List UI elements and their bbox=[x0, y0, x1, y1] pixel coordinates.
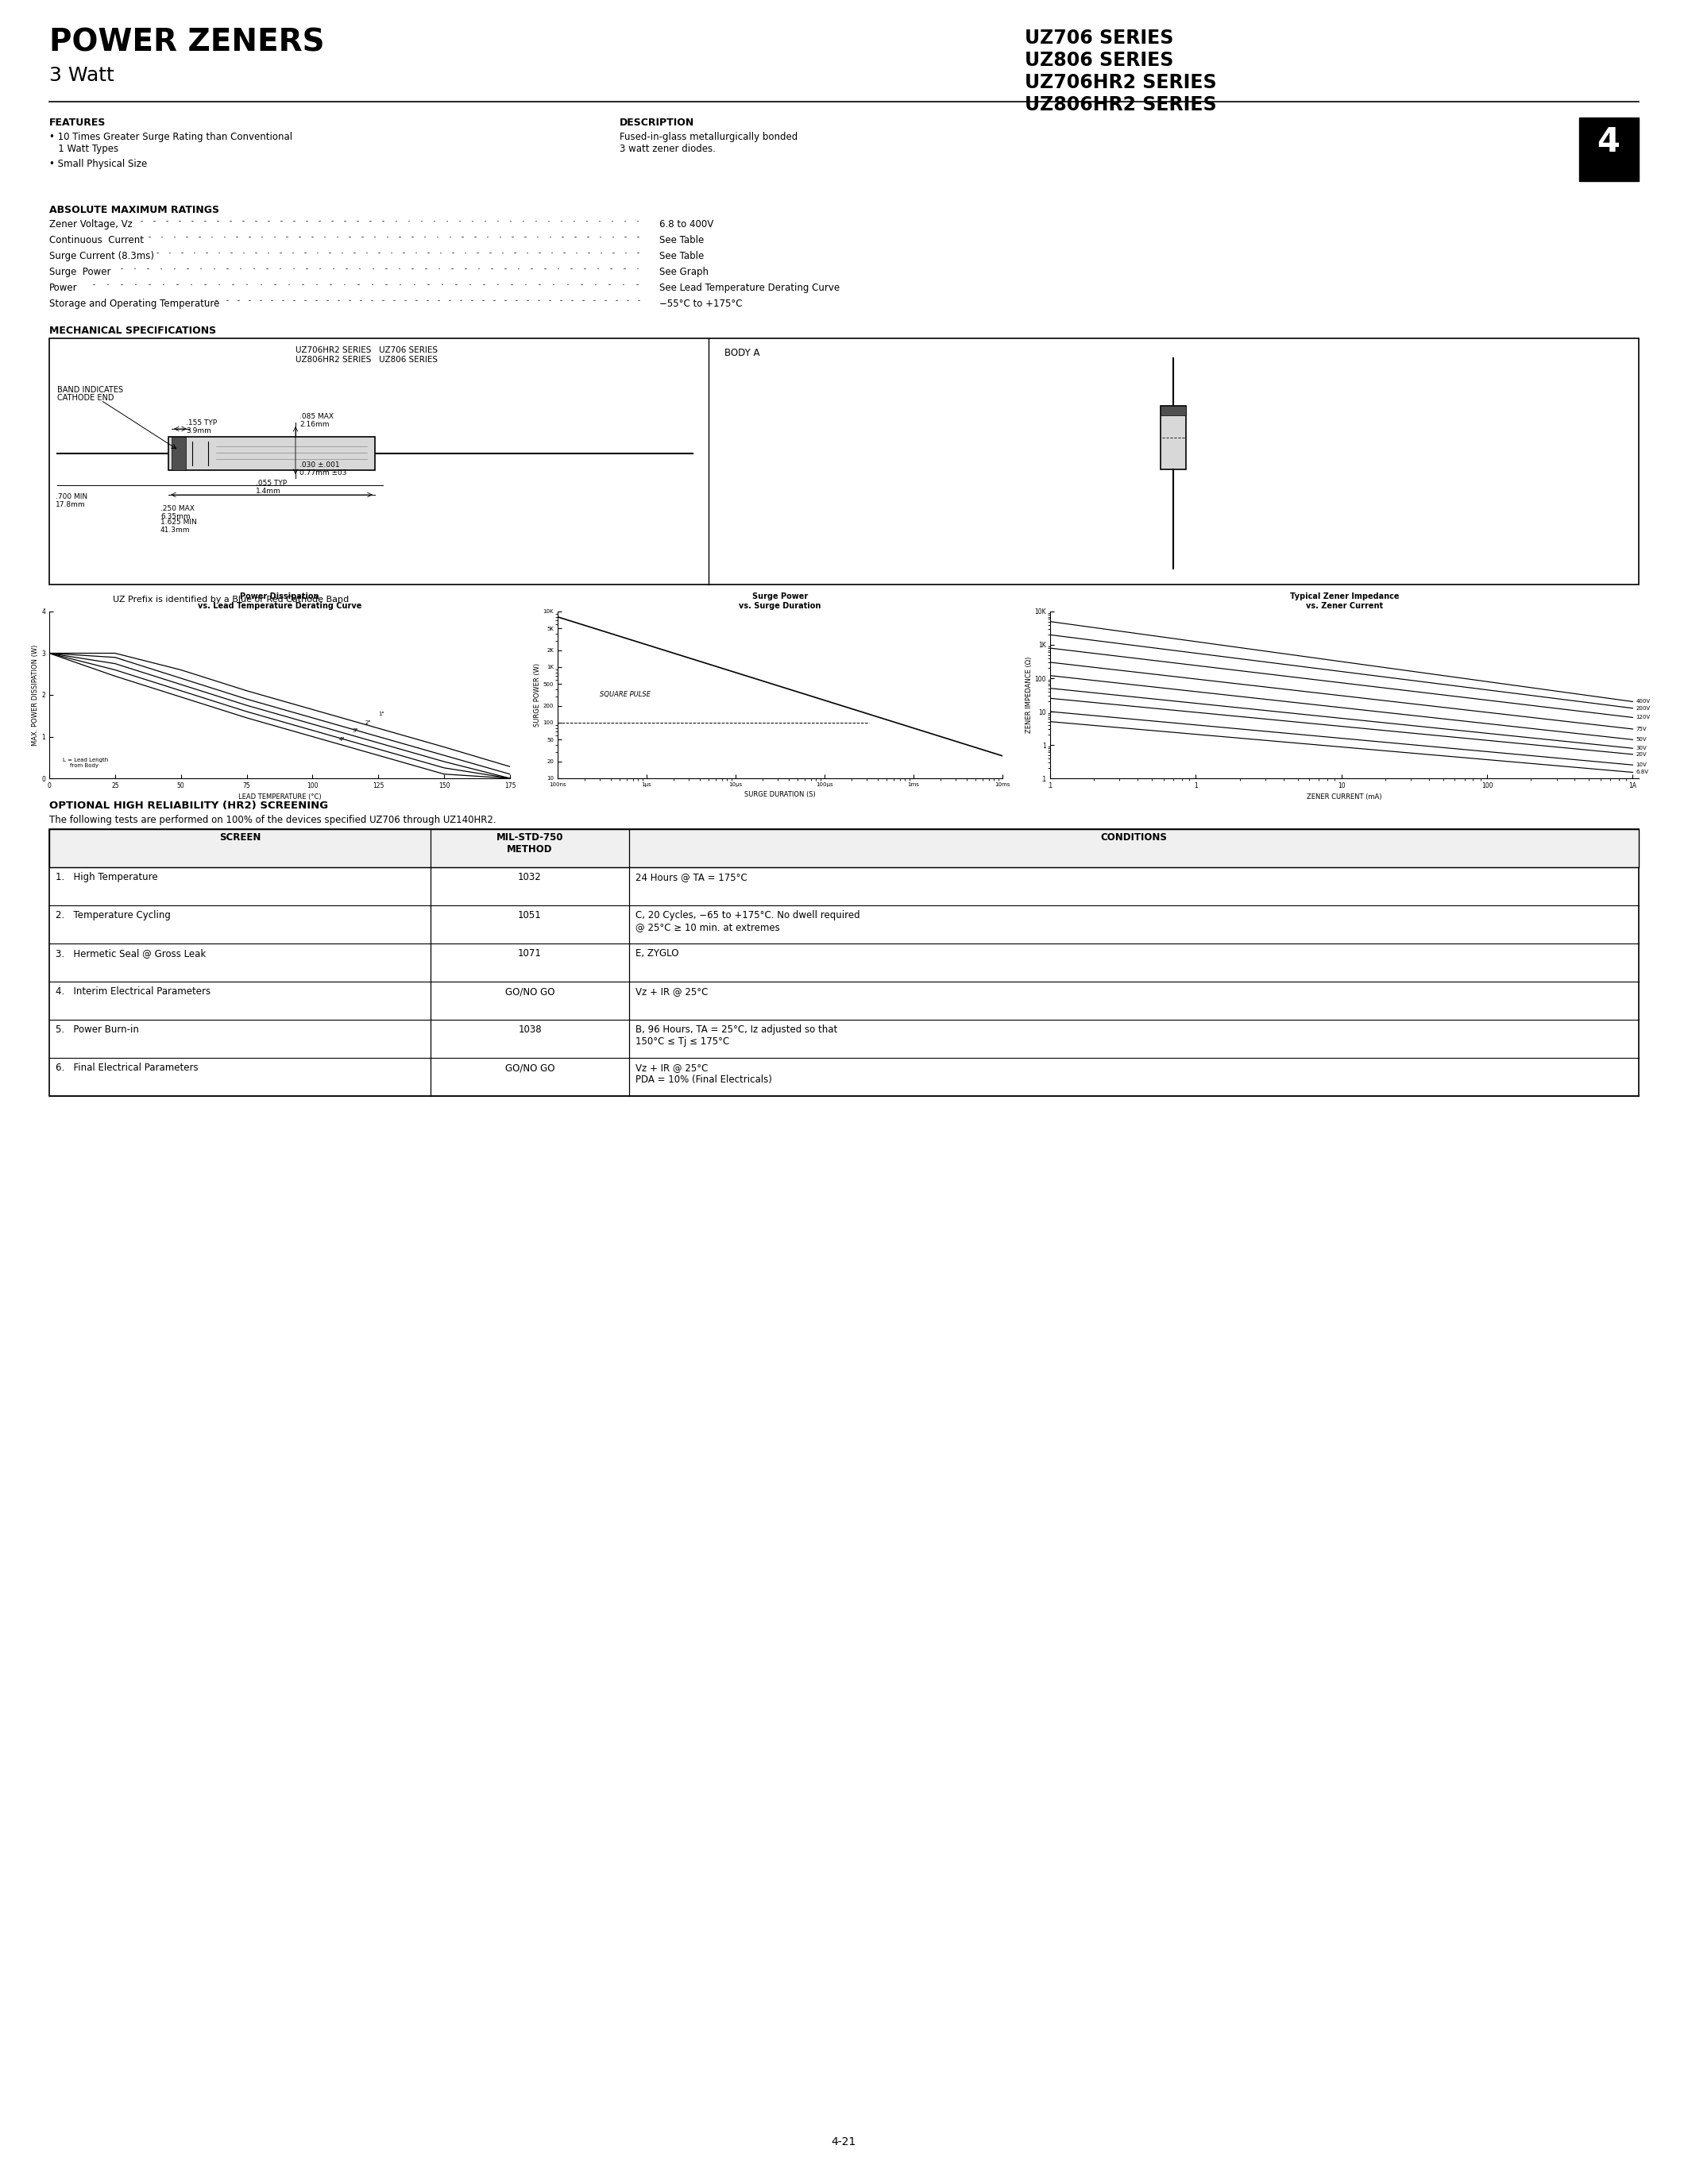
Text: MIL-STD-750
METHOD: MIL-STD-750 METHOD bbox=[496, 832, 564, 854]
Text: 6.8V: 6.8V bbox=[1636, 771, 1649, 775]
Bar bbox=[172, 437, 186, 470]
Text: 4-21: 4-21 bbox=[830, 2136, 856, 2147]
Y-axis label: MAX. POWER DISSIPATION (W): MAX. POWER DISSIPATION (W) bbox=[32, 644, 39, 745]
Text: 1071: 1071 bbox=[518, 948, 542, 959]
Text: 6.   Final Electrical Parameters: 6. Final Electrical Parameters bbox=[56, 1064, 197, 1072]
Text: 75V: 75V bbox=[1636, 727, 1646, 732]
Title: Surge Power
vs. Surge Duration: Surge Power vs. Surge Duration bbox=[739, 592, 820, 609]
Title: Power Dissipation
vs. Lead Temperature Derating Curve: Power Dissipation vs. Lead Temperature D… bbox=[197, 592, 361, 609]
Bar bbox=[49, 339, 1639, 585]
X-axis label: LEAD TEMPERATURE (°C): LEAD TEMPERATURE (°C) bbox=[238, 793, 321, 802]
Text: GO/NO GO: GO/NO GO bbox=[505, 1064, 555, 1072]
Text: 4.   Interim Electrical Parameters: 4. Interim Electrical Parameters bbox=[56, 987, 211, 996]
Text: Power: Power bbox=[49, 282, 78, 293]
Text: • 10 Times Greater Surge Rating than Conventional
   1 Watt Types: • 10 Times Greater Surge Rating than Con… bbox=[49, 131, 292, 155]
Bar bbox=[1161, 406, 1187, 470]
Text: OPTIONAL HIGH RELIABILITY (HR2) SCREENING: OPTIONAL HIGH RELIABILITY (HR2) SCREENIN… bbox=[49, 802, 327, 810]
Text: See Table: See Table bbox=[660, 251, 704, 262]
Text: DESCRIPTION: DESCRIPTION bbox=[619, 118, 694, 129]
Text: 10V: 10V bbox=[1636, 762, 1647, 767]
Text: 1038: 1038 bbox=[518, 1024, 542, 1035]
Text: B, 96 Hours, TA = 25°C, Iz adjusted so that
150°C ≤ Tj ≤ 175°C: B, 96 Hours, TA = 25°C, Iz adjusted so t… bbox=[635, 1024, 837, 1046]
Text: Continuous  Current: Continuous Current bbox=[49, 236, 143, 245]
Text: 2.   Temperature Cycling: 2. Temperature Cycling bbox=[56, 911, 170, 919]
Text: UZ806 SERIES: UZ806 SERIES bbox=[1025, 50, 1173, 70]
Text: .030 ±.001
0.77mm ±03: .030 ±.001 0.77mm ±03 bbox=[299, 461, 346, 476]
Text: .155 TYP
3.9mm: .155 TYP 3.9mm bbox=[186, 419, 218, 435]
Text: L = Lead Length
    from Body: L = Lead Length from Body bbox=[62, 758, 108, 769]
Text: CATHODE END: CATHODE END bbox=[57, 393, 115, 402]
Text: See Lead Temperature Derating Curve: See Lead Temperature Derating Curve bbox=[660, 282, 839, 293]
Text: UZ Prefix is identified by a Blue or Red Cathode Band: UZ Prefix is identified by a Blue or Red… bbox=[113, 596, 349, 603]
Text: .250 MAX
6.35mm: .250 MAX 6.35mm bbox=[160, 505, 194, 520]
Text: Storage and Operating Temperature: Storage and Operating Temperature bbox=[49, 299, 219, 308]
Text: 24 Hours @ TA = 175°C: 24 Hours @ TA = 175°C bbox=[635, 871, 748, 882]
X-axis label: ZENER CURRENT (mA): ZENER CURRENT (mA) bbox=[1307, 793, 1382, 802]
Text: 1.   High Temperature: 1. High Temperature bbox=[56, 871, 157, 882]
Text: E, ZYGLO: E, ZYGLO bbox=[635, 948, 679, 959]
Text: −55°C to +175°C: −55°C to +175°C bbox=[660, 299, 743, 308]
Text: SCREEN: SCREEN bbox=[219, 832, 260, 843]
Text: Vz + IR @ 25°C: Vz + IR @ 25°C bbox=[635, 987, 707, 996]
Text: UZ806HR2 SERIES: UZ806HR2 SERIES bbox=[1025, 96, 1217, 114]
Text: Vz + IR @ 25°C
PDA = 10% (Final Electricals): Vz + IR @ 25°C PDA = 10% (Final Electric… bbox=[635, 1064, 771, 1085]
Text: ABSOLUTE MAXIMUM RATINGS: ABSOLUTE MAXIMUM RATINGS bbox=[49, 205, 219, 216]
Text: The following tests are performed on 100% of the devices specified UZ706 through: The following tests are performed on 100… bbox=[49, 815, 496, 826]
Text: Zener Voltage, Vz: Zener Voltage, Vz bbox=[49, 218, 133, 229]
Bar bbox=[49, 830, 1639, 867]
Text: 200V: 200V bbox=[1636, 705, 1651, 710]
Text: 2": 2" bbox=[365, 721, 371, 725]
X-axis label: SURGE DURATION (S): SURGE DURATION (S) bbox=[744, 791, 815, 799]
Text: POWER ZENERS: POWER ZENERS bbox=[49, 26, 324, 57]
Text: 3 Watt: 3 Watt bbox=[49, 66, 115, 85]
Y-axis label: SURGE POWER (W): SURGE POWER (W) bbox=[533, 664, 540, 727]
Text: 4": 4" bbox=[339, 736, 344, 743]
Text: CONDITIONS: CONDITIONS bbox=[1101, 832, 1166, 843]
Text: UZ706 SERIES: UZ706 SERIES bbox=[1025, 28, 1173, 48]
Text: 5.   Power Burn-in: 5. Power Burn-in bbox=[56, 1024, 138, 1035]
Text: 3": 3" bbox=[353, 729, 358, 734]
Text: UZ706HR2 SERIES   UZ706 SERIES: UZ706HR2 SERIES UZ706 SERIES bbox=[295, 347, 437, 354]
Text: Fused-in-glass metallurgically bonded
3 watt zener diodes.: Fused-in-glass metallurgically bonded 3 … bbox=[619, 131, 798, 155]
Bar bbox=[49, 830, 1639, 1096]
Text: MECHANICAL SPECIFICATIONS: MECHANICAL SPECIFICATIONS bbox=[49, 325, 216, 336]
Text: 20V: 20V bbox=[1636, 751, 1646, 756]
Text: • Small Physical Size: • Small Physical Size bbox=[49, 159, 147, 168]
Bar bbox=[1161, 406, 1187, 415]
Text: 1032: 1032 bbox=[518, 871, 542, 882]
Text: 1051: 1051 bbox=[518, 911, 542, 919]
Text: .700 MIN
17.8mm: .700 MIN 17.8mm bbox=[56, 494, 88, 509]
Text: 4: 4 bbox=[1597, 124, 1620, 159]
Bar bbox=[169, 437, 375, 470]
Text: Surge Current (8.3ms): Surge Current (8.3ms) bbox=[49, 251, 154, 262]
Text: 6.8 to 400V: 6.8 to 400V bbox=[660, 218, 714, 229]
Text: See Table: See Table bbox=[660, 236, 704, 245]
Title: Typical Zener Impedance
vs. Zener Current: Typical Zener Impedance vs. Zener Curren… bbox=[1290, 592, 1399, 609]
Text: GO/NO GO: GO/NO GO bbox=[505, 987, 555, 996]
Bar bbox=[1580, 118, 1639, 181]
Text: Surge  Power: Surge Power bbox=[49, 266, 111, 277]
Text: 1": 1" bbox=[378, 712, 385, 716]
Text: 120V: 120V bbox=[1636, 714, 1651, 721]
Text: 30V: 30V bbox=[1636, 747, 1647, 751]
Text: UZ806HR2 SERIES   UZ806 SERIES: UZ806HR2 SERIES UZ806 SERIES bbox=[295, 356, 437, 365]
Text: .055 TYP
1.4mm: .055 TYP 1.4mm bbox=[257, 480, 287, 496]
Text: 50V: 50V bbox=[1636, 738, 1646, 743]
Text: BAND INDICATES: BAND INDICATES bbox=[57, 387, 123, 393]
Text: 3.   Hermetic Seal @ Gross Leak: 3. Hermetic Seal @ Gross Leak bbox=[56, 948, 206, 959]
Y-axis label: ZENER IMPEDANCE (Ω): ZENER IMPEDANCE (Ω) bbox=[1025, 657, 1033, 734]
Text: See Graph: See Graph bbox=[660, 266, 709, 277]
Text: BODY A: BODY A bbox=[724, 347, 760, 358]
Text: .085 MAX
2.16mm: .085 MAX 2.16mm bbox=[299, 413, 334, 428]
Text: C, 20 Cycles, −65 to +175°C. No dwell required
@ 25°C ≥ 10 min. at extremes: C, 20 Cycles, −65 to +175°C. No dwell re… bbox=[635, 911, 859, 933]
Text: 400V: 400V bbox=[1636, 699, 1651, 703]
Text: UZ706HR2 SERIES: UZ706HR2 SERIES bbox=[1025, 72, 1217, 92]
Text: SQUARE PULSE: SQUARE PULSE bbox=[601, 690, 652, 697]
Text: FEATURES: FEATURES bbox=[49, 118, 106, 129]
Text: 1.625 MIN
41.3mm: 1.625 MIN 41.3mm bbox=[160, 518, 197, 535]
